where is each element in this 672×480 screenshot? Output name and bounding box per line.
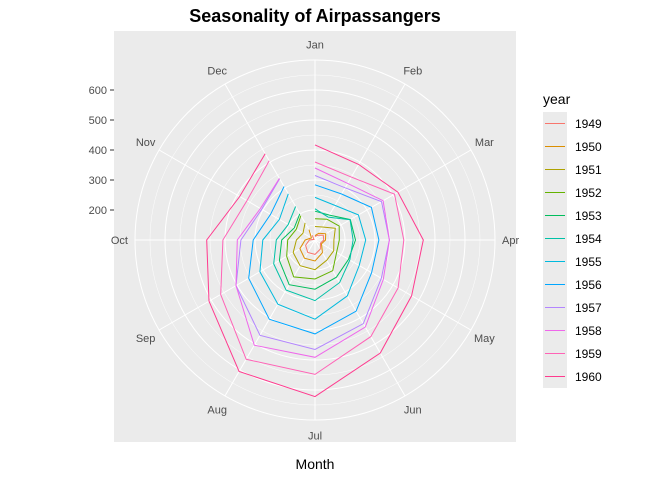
legend-title: year — [543, 91, 571, 107]
series-line-1960 — [206, 144, 424, 398]
radial-tick-label: 400 — [89, 145, 107, 157]
spoke-line — [158, 149, 316, 241]
chart-title: Seasonality of Airpassangers — [189, 6, 441, 26]
radial-ticks: 200 300 400 500 600 — [89, 85, 114, 217]
series-line-1952 — [286, 215, 340, 280]
month-label-sep: Sep — [136, 333, 156, 345]
legend-label: 1960 — [575, 370, 602, 384]
series-line-1956 — [248, 184, 380, 335]
spoke-line — [314, 83, 406, 241]
legend-label: 1953 — [575, 209, 602, 223]
series-line-1950 — [299, 229, 327, 262]
grid — [134, 59, 496, 421]
month-label-jun: Jun — [404, 404, 422, 416]
legend-label: 1957 — [575, 301, 602, 315]
radial-tick-label: 300 — [89, 175, 107, 187]
spoke-line — [314, 149, 472, 241]
series-line-1951 — [292, 222, 336, 271]
month-label-aug: Aug — [207, 404, 227, 416]
spoke-line — [314, 239, 472, 331]
series-line-1959 — [220, 160, 405, 375]
month-label-feb: Feb — [403, 66, 422, 78]
series-line-1953 — [278, 210, 357, 290]
radial-tick-label: 200 — [89, 205, 107, 217]
series-line-1949 — [305, 234, 325, 255]
month-label-may: May — [474, 333, 495, 345]
month-label-apr: Apr — [502, 235, 519, 247]
legend-label: 1954 — [575, 232, 602, 246]
month-label-dec: Dec — [207, 66, 227, 78]
series-line-1955 — [259, 193, 367, 320]
legend-label: 1949 — [575, 117, 602, 131]
series-layer — [206, 144, 424, 398]
month-label-oct: Oct — [111, 235, 128, 247]
spoke-line — [314, 239, 406, 397]
month-labels: Jan Feb Mar Apr May Jun Jul Aug Sep Oct Nov Dec — [111, 39, 520, 442]
legend-label: 1951 — [575, 163, 602, 177]
legend-label: 1959 — [575, 347, 602, 361]
spoke-line — [158, 239, 316, 331]
month-label-nov: Nov — [136, 137, 156, 149]
series-line-1958 — [235, 167, 390, 358]
legend-label: 1956 — [575, 278, 602, 292]
legend-label: 1952 — [575, 186, 602, 200]
legend-label: 1958 — [575, 324, 602, 338]
radial-tick-label: 600 — [89, 85, 107, 97]
series-line-1954 — [273, 206, 354, 302]
series-line-1957 — [235, 175, 390, 351]
x-axis-title: Month — [295, 456, 335, 472]
legend-label: 1950 — [575, 140, 602, 154]
radial-tick-label: 500 — [89, 115, 107, 127]
month-label-jul: Jul — [308, 431, 322, 443]
month-label-jan: Jan — [306, 39, 324, 51]
month-label-mar: Mar — [475, 137, 494, 149]
legend: year 1949 1950 1951 1952 1953 1954 1955 1956 1957… — [543, 91, 602, 388]
legend-label: 1955 — [575, 255, 602, 269]
